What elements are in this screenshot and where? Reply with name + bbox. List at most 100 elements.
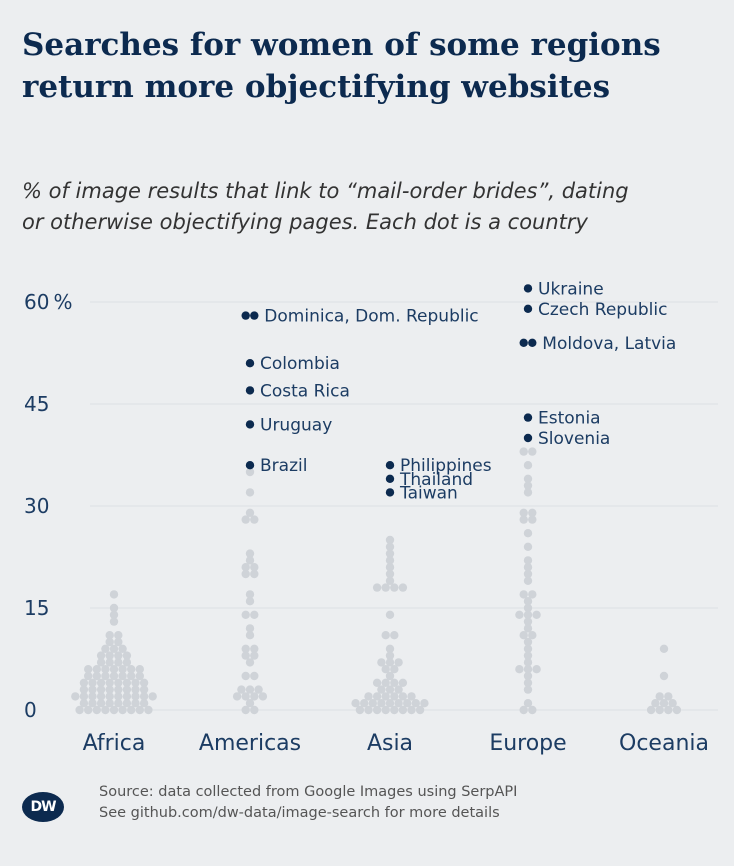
beeswarm-chart: 0 15 30 45 60 % Dominica, Dom. Republic Colom… — [24, 279, 718, 756]
data-point — [385, 576, 395, 585]
data-point — [144, 705, 153, 715]
data-point — [258, 692, 268, 701]
data-point — [385, 563, 395, 572]
data-point — [655, 705, 664, 715]
data-point — [659, 671, 669, 681]
data-point — [381, 678, 390, 687]
data-point — [355, 705, 365, 715]
data-point — [241, 651, 250, 660]
data-point — [88, 699, 97, 708]
data-point — [245, 549, 255, 558]
data-point — [372, 692, 382, 701]
data-point — [523, 529, 533, 538]
gridlines — [90, 301, 718, 711]
data-point — [245, 699, 255, 708]
data-point — [105, 699, 114, 708]
point-annotation: Thailand — [399, 470, 473, 490]
category-label: Americas — [199, 731, 301, 756]
data-point — [109, 644, 119, 653]
data-point — [139, 699, 149, 708]
point-annotation: Taiwan — [399, 483, 458, 503]
data-point — [109, 705, 119, 715]
y-tick-label: 0 — [24, 698, 37, 722]
data-point — [105, 631, 114, 640]
data-point — [646, 705, 656, 715]
data-point — [254, 685, 263, 694]
data-point — [135, 705, 144, 715]
data-point — [114, 685, 123, 694]
data-point — [245, 488, 255, 497]
data-point — [385, 556, 395, 565]
data-point — [523, 658, 533, 667]
data-point — [523, 651, 533, 660]
data-point — [250, 651, 259, 660]
data-point — [92, 671, 102, 681]
point-annotation: Brazil — [260, 456, 307, 476]
data-point — [241, 692, 250, 701]
data-point — [101, 671, 110, 681]
data-point — [523, 617, 533, 626]
data-point — [381, 583, 390, 592]
data-point — [398, 692, 408, 701]
category-label: Oceania — [619, 731, 709, 756]
data-point — [394, 699, 403, 708]
highlighted-point — [523, 304, 533, 313]
highlighted-point — [385, 461, 395, 470]
data-point — [96, 651, 106, 660]
category-label: Asia — [367, 731, 413, 756]
data-point — [523, 569, 533, 579]
data-point — [250, 644, 259, 653]
data-point — [519, 590, 528, 599]
data-point — [250, 610, 259, 619]
data-point — [385, 549, 395, 558]
highlighted-point — [519, 338, 528, 347]
data-point — [96, 692, 106, 701]
data-point — [245, 590, 255, 599]
data-point — [109, 671, 119, 681]
data-point — [88, 685, 97, 694]
subtitle-line-1: % of image results that link to “mail-or… — [22, 179, 629, 203]
highlighted-point — [528, 338, 537, 347]
data-point — [390, 678, 399, 687]
data-point — [109, 603, 119, 613]
data-point — [403, 699, 412, 708]
data-point — [385, 644, 395, 653]
data-point — [523, 603, 533, 613]
data-point — [88, 678, 97, 687]
data-point — [659, 644, 669, 653]
data-point — [101, 644, 110, 653]
data-point — [398, 705, 408, 715]
data-point — [105, 678, 114, 687]
data-point — [519, 515, 528, 524]
data-point — [390, 583, 399, 592]
data-point — [245, 624, 255, 633]
data-point — [523, 563, 533, 572]
data-point — [385, 651, 395, 660]
data-point — [79, 692, 89, 701]
data-point — [241, 610, 250, 619]
data-point — [241, 563, 250, 572]
data-point — [250, 705, 259, 715]
data-point — [532, 665, 541, 674]
data-point — [122, 678, 132, 687]
data-point — [385, 569, 395, 579]
data-point — [114, 651, 123, 660]
data-point — [250, 671, 259, 681]
point-annotation: Moldova, Latvia — [542, 334, 676, 354]
data-point — [372, 705, 382, 715]
dots — [71, 284, 682, 715]
data-point — [88, 692, 97, 701]
data-point — [105, 651, 114, 660]
data-point — [523, 665, 533, 674]
data-point — [109, 617, 119, 626]
data-point — [381, 705, 390, 715]
data-point — [114, 699, 123, 708]
data-point — [372, 583, 382, 592]
x-axis-categories: Africa Americas Asia Europe Oceania — [83, 731, 709, 756]
data-point — [655, 692, 664, 701]
data-point — [523, 461, 533, 470]
data-point — [523, 671, 533, 681]
data-point — [381, 631, 390, 640]
data-point — [122, 692, 132, 701]
data-point — [394, 658, 403, 667]
